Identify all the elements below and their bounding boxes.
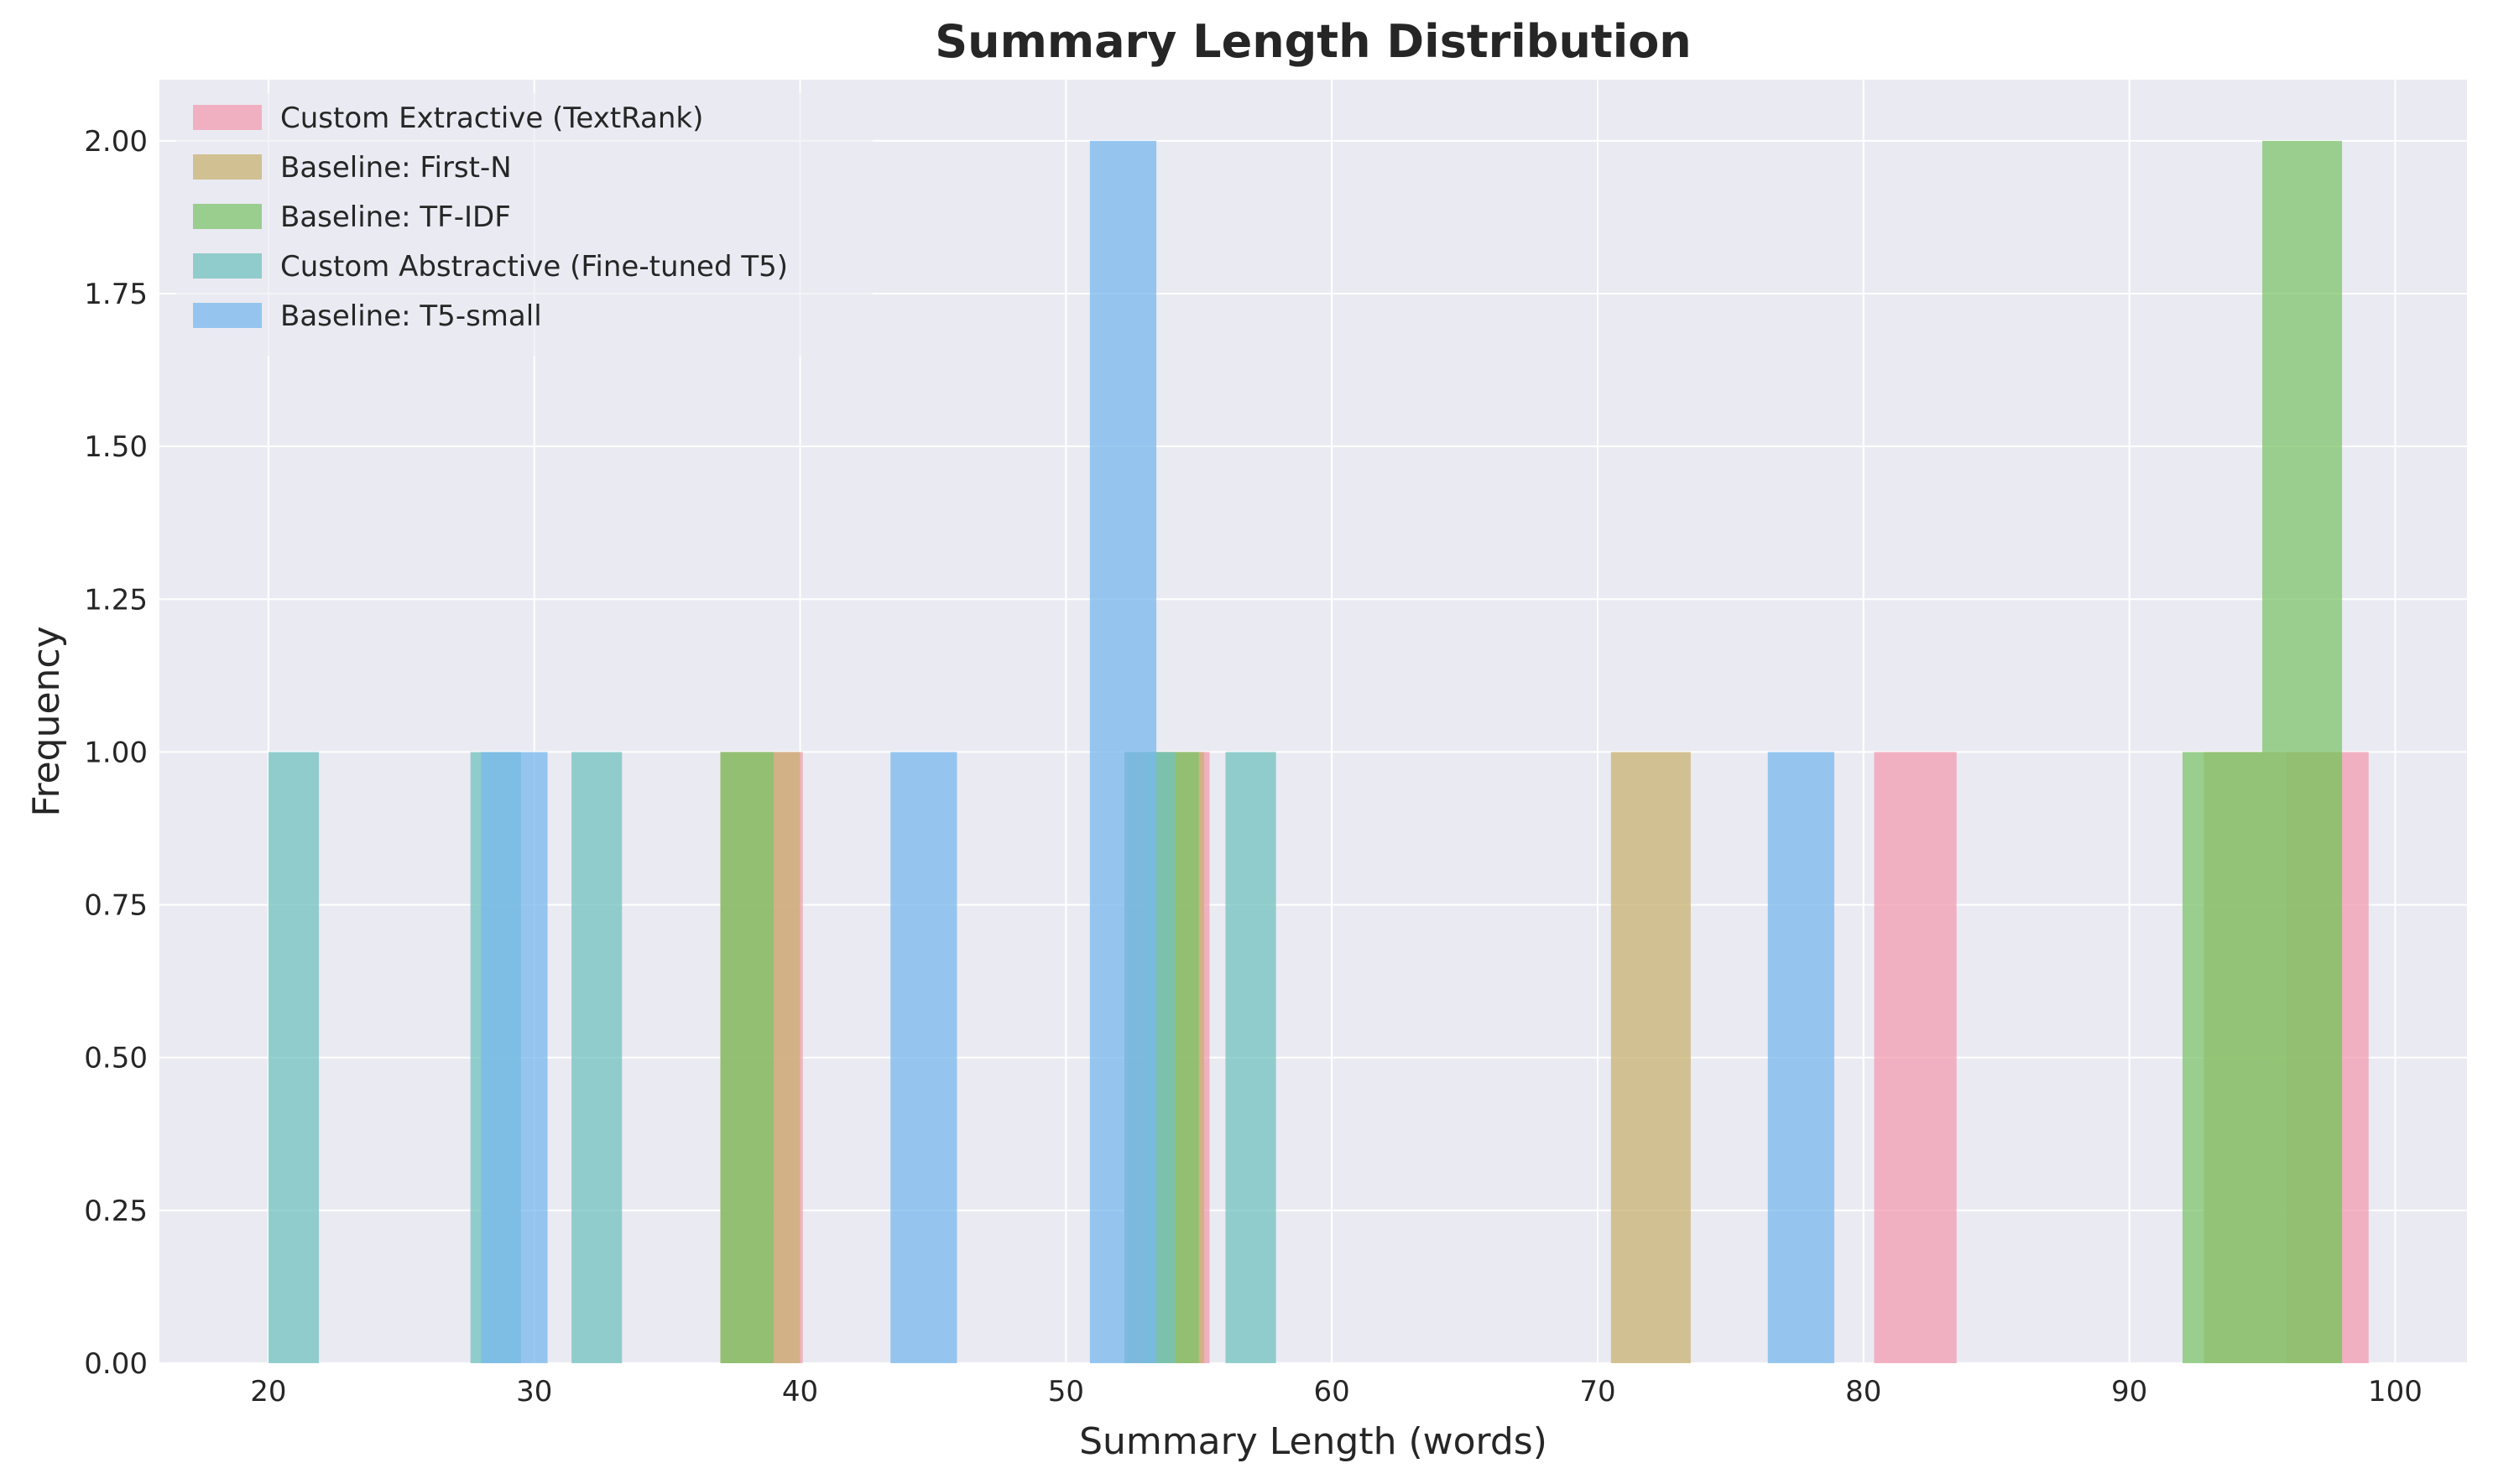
legend-item: Baseline: First-N — [193, 151, 512, 185]
legend-item: Custom Abstractive (Fine-tuned T5) — [193, 250, 788, 284]
y-tick-label: 1.50 — [84, 430, 148, 464]
y-tick-label: 0.50 — [84, 1042, 148, 1075]
grid-lines — [159, 80, 2467, 1364]
x-tick-label: 100 — [2368, 1375, 2423, 1408]
histogram-bars — [268, 140, 2369, 1363]
legend-label: Baseline: TF-IDF — [280, 200, 511, 234]
y-tick-label: 1.00 — [84, 736, 148, 769]
histogram-bar — [1610, 752, 1691, 1363]
x-axis-label: Summary Length (words) — [1079, 1420, 1547, 1463]
y-tick-label: 1.25 — [84, 583, 148, 617]
legend-label: Baseline: First-N — [280, 151, 512, 185]
histogram-bar — [571, 752, 623, 1363]
y-tick-label: 2.00 — [84, 125, 148, 159]
series-3 — [720, 140, 2343, 1363]
legend-swatch — [193, 253, 262, 279]
y-axis-ticks: 0.00 0.25 0.50 0.75 1.00 1.25 1.50 1.75 2.00 — [84, 125, 148, 1381]
legend-item: Baseline: T5-small — [193, 299, 542, 333]
y-tick-label: 1.75 — [84, 278, 148, 311]
legend-label: Baseline: T5-small — [280, 299, 542, 333]
y-tick-label: 0.25 — [84, 1195, 148, 1228]
y-axis-label: Frequency — [25, 626, 68, 816]
histogram-bar — [2183, 752, 2263, 1363]
histogram-bar — [1767, 752, 1834, 1363]
chart-title: Summary Length Distribution — [935, 15, 1692, 68]
y-tick-label: 0.75 — [84, 889, 148, 923]
legend-swatch — [193, 154, 262, 180]
legend-swatch — [193, 303, 262, 328]
x-axis-ticks: 20 30 40 50 60 70 80 90 100 — [250, 1375, 2423, 1408]
x-tick-label: 60 — [1314, 1375, 1350, 1408]
legend-swatch — [193, 204, 262, 229]
histogram-bar — [1089, 140, 1157, 1363]
series-5 — [481, 140, 1834, 1363]
legend: Custom Extractive (TextRank) Baseline: Fi… — [176, 93, 873, 356]
x-tick-label: 20 — [250, 1375, 286, 1408]
x-tick-label: 90 — [2111, 1375, 2147, 1408]
x-tick-label: 80 — [1845, 1375, 1881, 1408]
legend-label: Custom Extractive (TextRank) — [280, 102, 703, 135]
histogram-bar — [268, 752, 320, 1363]
histogram-bar — [1874, 752, 1957, 1363]
histogram-bar — [720, 752, 774, 1363]
legend-frame — [176, 93, 873, 356]
legend-item: Custom Extractive (TextRank) — [193, 102, 703, 135]
histogram-bar — [1225, 752, 1276, 1363]
legend-label: Custom Abstractive (Fine-tuned T5) — [280, 250, 788, 284]
y-tick-label: 0.00 — [84, 1347, 148, 1381]
x-tick-label: 50 — [1048, 1375, 1084, 1408]
histogram-bar — [890, 752, 957, 1363]
histogram-bar — [481, 752, 548, 1363]
legend-swatch — [193, 105, 262, 130]
x-tick-label: 70 — [1579, 1375, 1615, 1408]
legend-item: Baseline: TF-IDF — [193, 200, 511, 234]
x-tick-label: 30 — [516, 1375, 552, 1408]
histogram-bar — [2262, 140, 2343, 1363]
x-tick-label: 40 — [782, 1375, 818, 1408]
